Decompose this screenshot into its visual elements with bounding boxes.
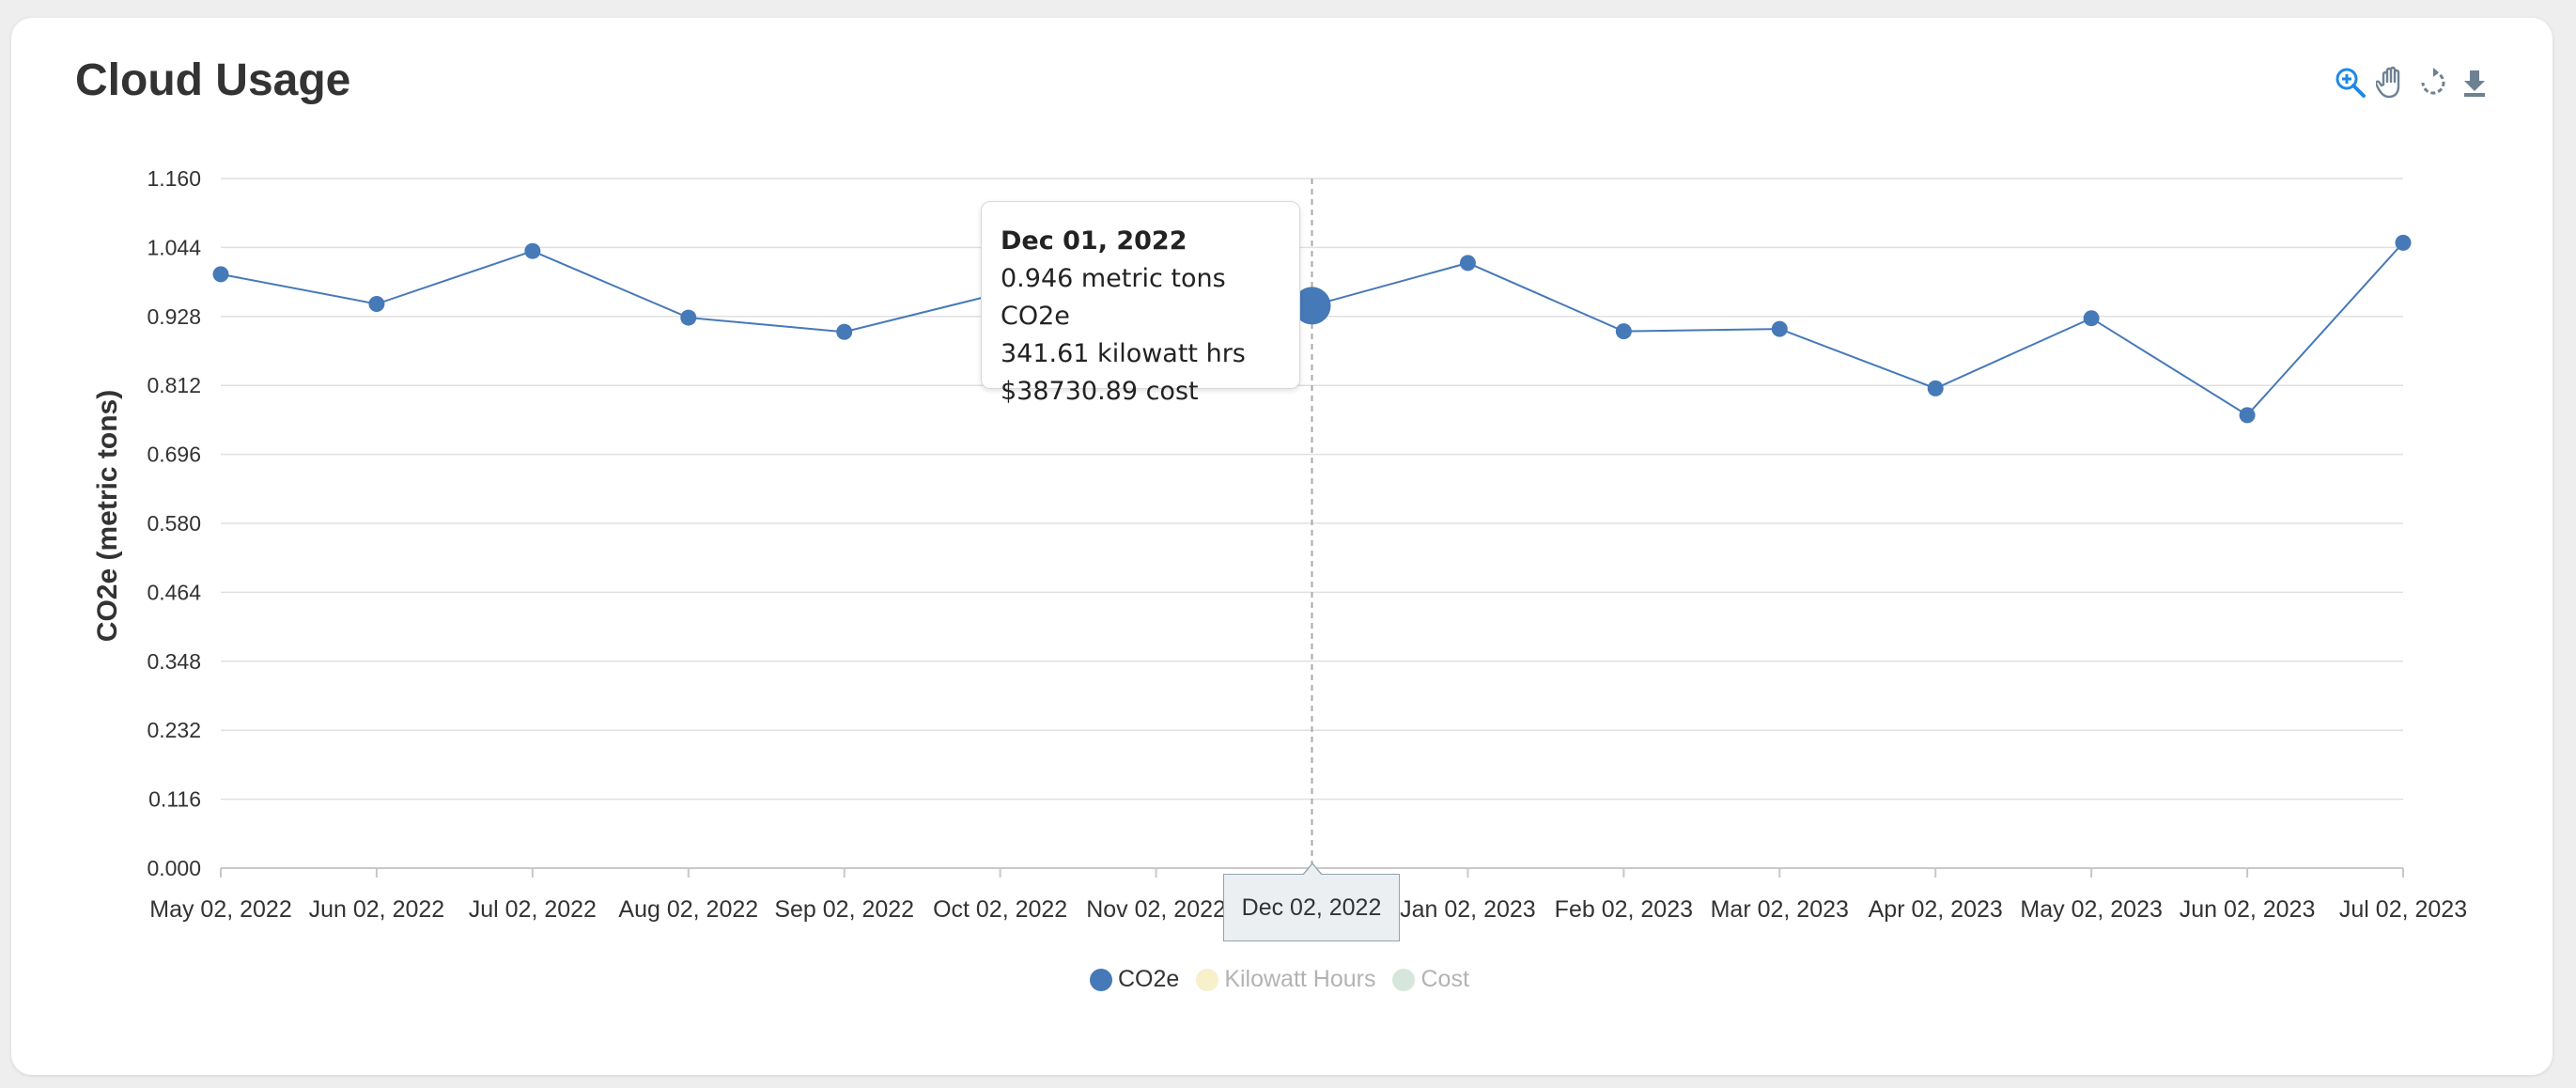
x-tick-label: Jun 02, 2023 [2180,896,2316,923]
x-tick-label: May 02, 2022 [149,896,292,923]
x-tick-label: Oct 02, 2022 [933,896,1067,923]
data-tooltip: Dec 01, 2022 0.946 metric tons CO2e 341.… [981,201,1300,406]
chart-title: Cloud Usage [75,55,351,105]
data-point [2239,407,2256,424]
data-point [212,266,229,283]
x-tick-label: Sep 02, 2022 [774,896,914,923]
y-tick-label: 0.232 [147,718,201,742]
tooltip-cost: $38730.89 cost [1001,377,1199,406]
download-icon[interactable] [2458,64,2491,101]
data-point [368,296,385,313]
y-tick-label: 0.464 [147,580,201,604]
data-point-highlighted [1293,287,1331,325]
y-tick-label: 0.696 [147,443,201,467]
data-point [524,242,541,259]
y-tick-label: 0.000 [147,856,201,880]
legend-item-kilowatt-hours[interactable]: Kilowatt Hours [1196,966,1375,993]
chart-legend: CO2e Kilowatt Hours Cost [1090,966,1469,993]
x-tick-label: Jul 02, 2023 [2339,896,2467,923]
legend-label-kilowatt-hours: Kilowatt Hours [1224,966,1376,992]
legend-item-cost[interactable]: Cost [1392,966,1469,993]
tooltip-kilowatt: 341.61 kilowatt hrs [1001,339,1246,368]
legend-label-cost: Cost [1420,966,1469,992]
data-point [1459,255,1476,272]
data-point [1927,380,1944,396]
pan-hand-icon[interactable] [2375,64,2409,101]
y-tick-label: 1.160 [147,166,201,191]
x-tick-label: Apr 02, 2023 [1869,896,2003,923]
data-point [680,309,697,326]
y-tick-label: 1.044 [147,235,201,259]
legend-label-co2e: CO2e [1118,966,1180,992]
zoom-in-icon[interactable] [2334,64,2367,101]
legend-marker-kilowatt-hours [1196,968,1219,991]
data-point [2083,310,2100,327]
tooltip-co2e: 0.946 metric tons CO2e [1001,264,1226,331]
series-co2e [212,234,2412,424]
legend-item-co2e[interactable]: CO2e [1090,966,1179,993]
y-tick-label: 0.116 [148,787,201,812]
y-tick-label: 0.928 [147,304,201,329]
legend-marker-co2e [1090,968,1112,991]
chart-toolbar [2334,64,2491,101]
x-tick-label: Feb 02, 2023 [1555,896,1693,923]
data-point [836,323,853,340]
x-axis-tooltip: Dec 02, 2022 [1223,863,1400,941]
y-tick-label: 0.580 [147,511,201,536]
x-tick-label: Mar 02, 2023 [1711,896,1849,923]
y-tick-label: 0.812 [147,373,201,397]
reset-icon[interactable] [2416,64,2450,101]
x-axis: May 02, 2022 Jun 02, 2022 Jul 02, 2022 Aug … [149,867,2467,923]
x-tick-label: Nov 02, 2022 [1086,896,1226,923]
legend-marker-cost [1392,968,1416,991]
x-tick-label: May 02, 2023 [2020,896,2163,923]
data-point [2395,234,2412,251]
data-point [1771,320,1788,337]
tooltip-title: Dec 01, 2022 [1001,226,1187,256]
y-tick-label: 0.348 [147,649,201,674]
x-tick-label: Jul 02, 2022 [469,896,597,923]
x-tick-label: Aug 02, 2022 [618,896,758,923]
y-axis-ticks: 0.000 0.116 0.232 0.348 0.464 0.580 0.696 0.812… [147,166,201,880]
y-axis-label: CO2e (metric tons) [92,390,123,642]
x-tick-label: Jan 02, 2023 [1400,896,1536,923]
data-point [1615,323,1632,340]
x-tick-label: Jun 02, 2022 [309,896,445,923]
